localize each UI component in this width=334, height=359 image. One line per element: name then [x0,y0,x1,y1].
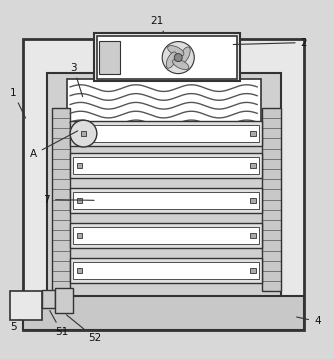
Bar [94,33,240,81]
Circle shape [162,42,194,74]
Text: 7: 7 [43,195,94,205]
Bar [73,227,259,244]
Text: 3: 3 [70,62,82,97]
Ellipse shape [180,47,190,63]
Text: 21: 21 [150,16,164,32]
Bar [67,79,261,129]
Bar [77,268,82,273]
Bar [77,233,82,238]
Bar [250,233,256,238]
Text: 1: 1 [10,88,25,118]
Bar [73,192,259,209]
Bar [250,131,256,136]
Bar [70,188,262,213]
Text: 52: 52 [66,315,102,343]
Bar [55,288,73,313]
Text: 4: 4 [297,316,321,326]
Bar [77,198,82,203]
Text: 2: 2 [233,38,307,47]
Bar [70,153,262,178]
Bar [23,39,304,330]
Bar [42,290,55,308]
Bar [77,163,82,168]
Bar [52,108,70,292]
Bar [23,297,304,330]
Bar [73,125,259,142]
Bar [99,41,120,74]
Bar [250,198,256,203]
Bar [10,292,42,320]
Bar [81,131,86,136]
Circle shape [70,120,97,147]
Text: 5: 5 [10,320,19,332]
Bar [73,157,259,174]
Bar [97,36,237,79]
Bar [47,73,281,313]
Text: 51: 51 [50,311,68,337]
Ellipse shape [166,52,177,68]
Bar [73,262,259,279]
Bar [250,268,256,273]
Ellipse shape [173,59,189,70]
Bar [77,131,82,136]
Bar [262,108,281,292]
Text: A: A [30,131,78,159]
Bar [70,258,262,283]
Bar [70,121,262,146]
Bar [70,223,262,248]
Circle shape [174,53,182,62]
Bar [250,163,256,168]
Ellipse shape [168,46,184,56]
